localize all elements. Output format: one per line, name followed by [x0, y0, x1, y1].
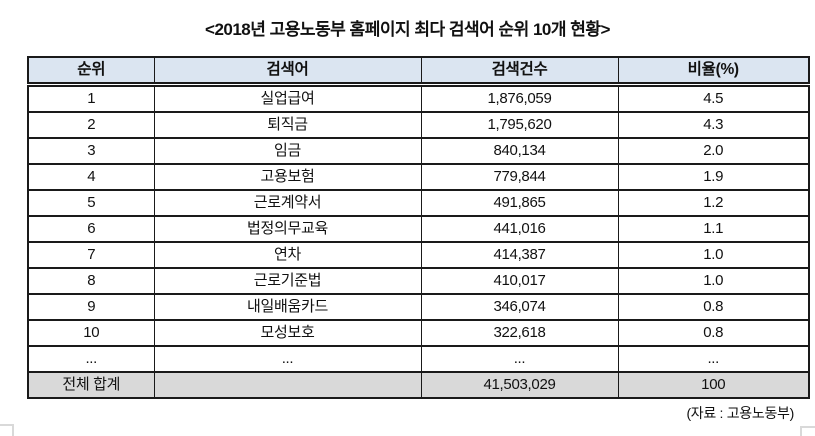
cell-count: 441,016: [420, 215, 619, 243]
cell-count: ...: [420, 345, 619, 373]
source-note: (자료 : 고용노동부): [686, 405, 794, 421]
total-row: 전체 합계 41,503,029 100: [27, 371, 810, 399]
table-body: 1 실업급여 1,876,059 4.5 2 퇴직금 1,795,620 4.3…: [27, 83, 810, 373]
total-ratio: 100: [617, 371, 810, 399]
cell-ratio: 1.2: [617, 189, 810, 217]
col-header-count: 검색건수: [420, 56, 619, 87]
table-row: 10 모성보호 322,618 0.8: [27, 319, 810, 347]
cell-rank: ...: [27, 345, 155, 373]
cell-rank: 1: [27, 83, 155, 113]
cell-term: 근로기준법: [153, 267, 422, 295]
cell-count: 1,876,059: [420, 83, 619, 113]
cell-count: 414,387: [420, 241, 619, 269]
total-label: 전체 합계: [27, 371, 155, 399]
cell-term: 연차: [153, 241, 422, 269]
cell-rank: 2: [27, 111, 155, 139]
cell-ratio: ...: [617, 345, 810, 373]
table-row: 8 근로기준법 410,017 1.0: [27, 267, 810, 295]
header-row: 순위 검색어 검색건수 비율(%): [27, 56, 810, 87]
cell-rank: 5: [27, 189, 155, 217]
table-row: 4 고용보험 779,844 1.9: [27, 163, 810, 191]
total-term-empty: [153, 371, 422, 399]
col-header-ratio: 비율(%): [617, 56, 810, 87]
cell-term: ...: [153, 345, 422, 373]
cell-count: 322,618: [420, 319, 619, 347]
cell-count: 491,865: [420, 189, 619, 217]
cell-count: 840,134: [420, 137, 619, 165]
cell-ratio: 1.0: [617, 267, 810, 295]
cell-ratio: 1.0: [617, 241, 810, 269]
cell-count: 346,074: [420, 293, 619, 321]
cell-rank: 8: [27, 267, 155, 295]
page-title: <2018년 고용노동부 홈페이지 최다 검색어 순위 10개 현황>: [205, 20, 610, 39]
table-row: 5 근로계약서 491,865 1.2: [27, 189, 810, 217]
cell-rank: 10: [27, 319, 155, 347]
cell-term: 실업급여: [153, 83, 422, 113]
selection-handle-bottom-left: [0, 424, 14, 436]
cell-ratio: 4.3: [617, 111, 810, 139]
col-header-term: 검색어: [153, 56, 422, 87]
table-row: 7 연차 414,387 1.0: [27, 241, 810, 269]
cell-count: 1,795,620: [420, 111, 619, 139]
table-row: 9 내일배움카드 346,074 0.8: [27, 293, 810, 321]
cell-rank: 4: [27, 163, 155, 191]
cell-term: 법정의무교육: [153, 215, 422, 243]
col-header-rank: 순위: [27, 56, 155, 87]
cell-ratio: 1.1: [617, 215, 810, 243]
table-row: 6 법정의무교육 441,016 1.1: [27, 215, 810, 243]
cell-ratio: 0.8: [617, 319, 810, 347]
table-row: 3 임금 840,134 2.0: [27, 137, 810, 165]
cell-ratio: 1.9: [617, 163, 810, 191]
cell-term: 고용보험: [153, 163, 422, 191]
cell-ratio: 0.8: [617, 293, 810, 321]
cell-term: 내일배움카드: [153, 293, 422, 321]
cell-rank: 3: [27, 137, 155, 165]
cell-ratio: 4.5: [617, 83, 810, 113]
cell-rank: 7: [27, 241, 155, 269]
total-count: 41,503,029: [420, 371, 619, 399]
cell-term: 근로계약서: [153, 189, 422, 217]
table-row: 2 퇴직금 1,795,620 4.3: [27, 111, 810, 139]
cell-term: 퇴직금: [153, 111, 422, 139]
cell-count: 410,017: [420, 267, 619, 295]
cell-term: 임금: [153, 137, 422, 165]
table-row: 1 실업급여 1,876,059 4.5: [27, 83, 810, 113]
cell-ratio: 2.0: [617, 137, 810, 165]
table-row: ... ... ... ...: [27, 345, 810, 373]
search-rank-table: 순위 검색어 검색건수 비율(%) 1 실업급여 1,876,059 4.5 2…: [27, 56, 810, 399]
selection-handle-bottom-right: [800, 426, 815, 436]
cell-rank: 6: [27, 215, 155, 243]
cell-rank: 9: [27, 293, 155, 321]
cell-count: 779,844: [420, 163, 619, 191]
cell-term: 모성보호: [153, 319, 422, 347]
